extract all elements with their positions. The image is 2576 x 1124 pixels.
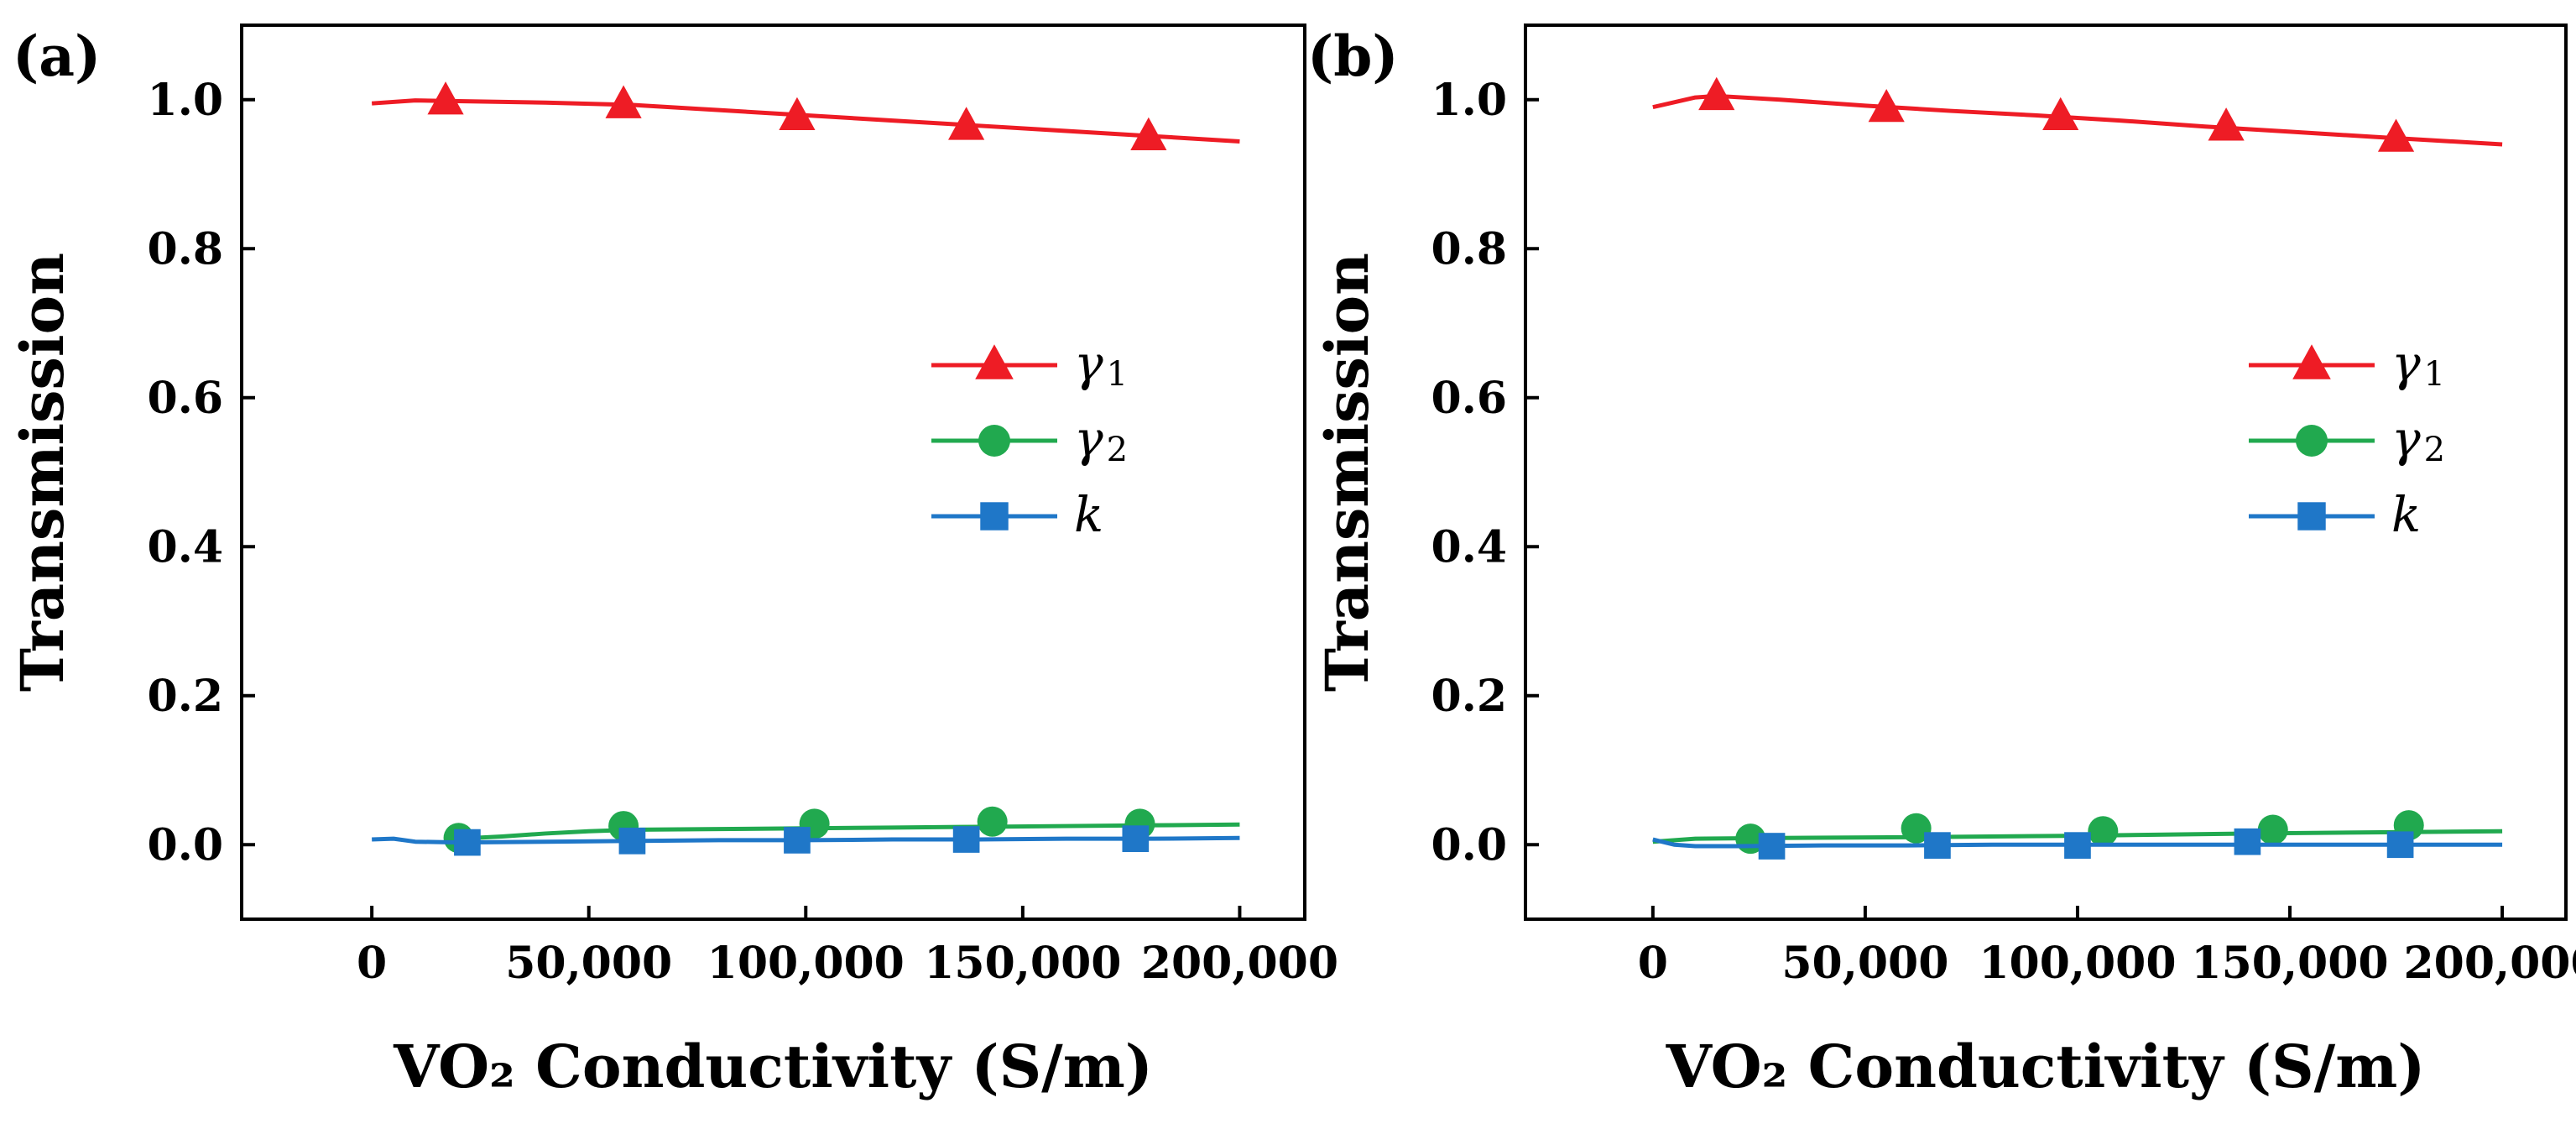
data-point-triangle (605, 85, 642, 118)
x-axis-label: VO₂ Conductivity (S/m) (1666, 1032, 2426, 1101)
series-line-circle (458, 822, 1240, 841)
legend: γ 1γ 2k (2249, 335, 2445, 543)
y-tick-label: 0.4 (1431, 521, 1507, 572)
data-point-triangle (2377, 118, 2415, 152)
series-line-square (372, 835, 1240, 845)
data-point-circle (978, 425, 1010, 457)
data-point-triangle (1698, 76, 1735, 111)
data-point-square (1924, 832, 1951, 859)
legend-label-subscript: 2 (2424, 431, 2445, 469)
panel-b: 0.0 0.2 0.4 0.6 0.8 1.0 0 50,000 100,000 150,000 2… (1307, 24, 2576, 1101)
data-point-triangle (948, 107, 985, 140)
data-point-circle (2296, 425, 2328, 457)
y-axis-label: Transmission (1312, 253, 1382, 692)
x-tick-label: 50,000 (505, 938, 672, 989)
data-point-triangle (779, 97, 816, 131)
y-tick-label: 0.0 (1431, 819, 1507, 870)
data-point-circle (2257, 814, 2288, 845)
data-point-square (2297, 502, 2326, 531)
x-tick-label: 100,000 (1979, 938, 2176, 989)
data-point-circle (977, 806, 1008, 837)
legend-label-main: γ (1074, 335, 1103, 392)
data-point-square (2064, 832, 2091, 859)
plot-frame (1524, 24, 2568, 921)
y-tick-label: 1.0 (1431, 75, 1507, 126)
data-point-square (2234, 828, 2261, 855)
x-tick-label: 150,000 (2191, 938, 2388, 989)
data-point-square (952, 826, 980, 853)
series-line-triangle (1652, 93, 2503, 147)
series-line-square (1652, 837, 2503, 849)
data-point-square (1758, 833, 1786, 860)
x-tick-label: 0 (357, 938, 387, 989)
legend-label-subscript: 2 (1107, 431, 1128, 469)
data-point-circle (1901, 813, 1932, 844)
data-point-triangle (2208, 107, 2245, 141)
x-tick-label: 0 (1638, 938, 1668, 989)
data-point-triangle (2042, 97, 2079, 131)
y-tick-label: 0.8 (148, 223, 223, 274)
panel-label: (b) (1307, 24, 1399, 89)
data-point-square (784, 827, 811, 854)
y-tick-label: 0.0 (148, 819, 223, 870)
x-tick-label: 200,000 (1141, 938, 1338, 989)
data-point-square (1122, 825, 1150, 852)
legend-label: k (1074, 486, 1103, 543)
data-point-triangle (1130, 117, 1167, 151)
panel-a: 0.0 0.2 0.4 0.6 0.8 1.0 0 50,000 100,000 150,000 2… (8, 24, 1338, 1101)
data-point-triangle (975, 344, 1014, 379)
y-tick-label: 0.2 (148, 671, 223, 722)
data-point-triangle (1868, 88, 1905, 123)
y-tick-label: 0.2 (1431, 671, 1507, 722)
legend: γ 1γ 2k (931, 335, 1128, 543)
y-tick-label: 0.6 (148, 373, 223, 424)
y-tick-label: 0.8 (1431, 223, 1507, 274)
y-tick-label: 0.4 (148, 521, 223, 572)
legend-label-main: k (1074, 486, 1103, 543)
legend-label-subscript: 1 (1107, 355, 1128, 394)
legend-label-subscript: 1 (2424, 355, 2445, 394)
data-point-circle (2088, 816, 2119, 847)
legend-label-main: γ (1074, 410, 1103, 468)
x-axis-label: VO₂ Conductivity (S/m) (393, 1032, 1153, 1101)
data-point-square (454, 829, 481, 856)
data-point-triangle (427, 81, 464, 115)
x-tick-label: 150,000 (924, 938, 1121, 989)
legend-label-main: γ (2391, 410, 2421, 468)
data-point-square (980, 502, 1009, 531)
x-tick-label: 50,000 (1781, 938, 1948, 989)
data-point-triangle (2292, 344, 2331, 379)
y-tick-label: 0.6 (1431, 373, 1507, 424)
plot-frame (240, 24, 1306, 921)
x-tick-label: 200,000 (2403, 938, 2576, 989)
data-point-square (2386, 831, 2414, 859)
y-axis-label: Transmission (8, 253, 77, 692)
legend-label-main: γ (2391, 335, 2421, 392)
x-tick-label: 100,000 (707, 938, 905, 989)
panel-label: (a) (13, 24, 101, 89)
data-point-square (618, 827, 646, 855)
legend-label: k (2391, 486, 2421, 543)
y-tick-label: 1.0 (148, 75, 223, 126)
legend-label-main: k (2391, 486, 2421, 543)
